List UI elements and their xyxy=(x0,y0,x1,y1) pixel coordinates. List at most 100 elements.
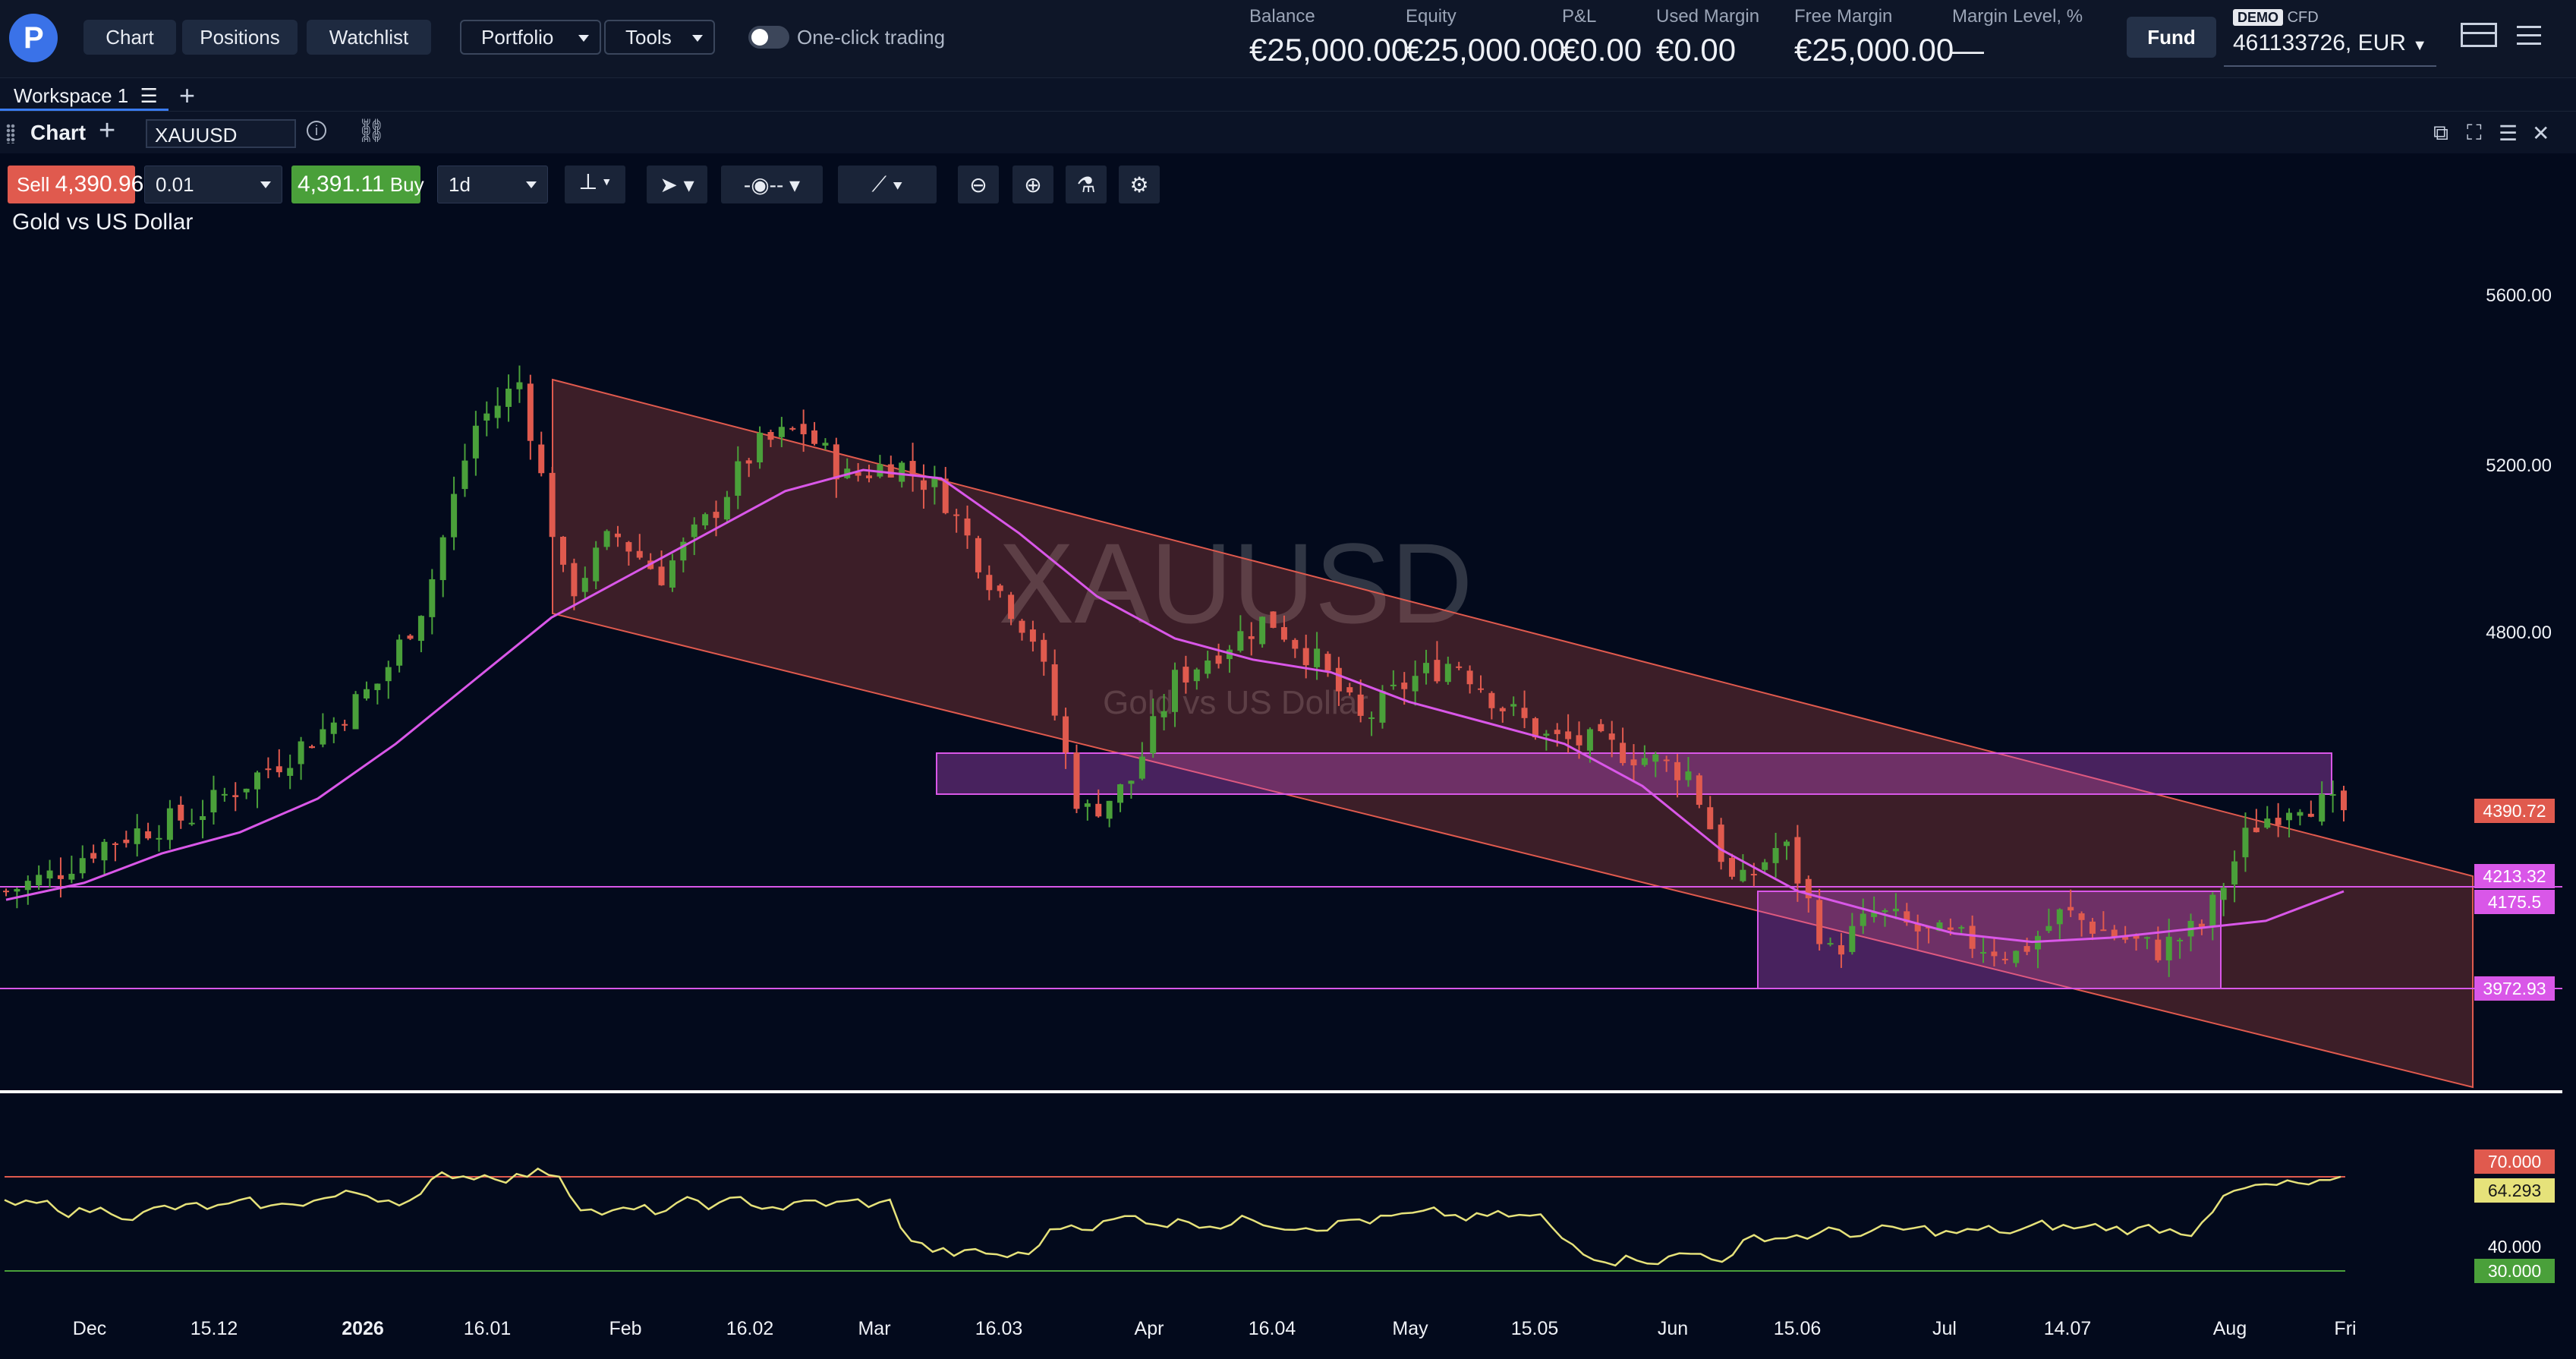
candle xyxy=(636,534,643,560)
account-selector[interactable]: 461133726, EUR ▼ xyxy=(2233,30,2427,56)
candle xyxy=(680,537,687,572)
popout-icon[interactable]: ⧉ xyxy=(2433,121,2448,144)
candle-body xyxy=(1914,923,1921,932)
volume-select[interactable]: 0.01 xyxy=(144,166,282,203)
settings-button[interactable]: ⚙ xyxy=(1119,166,1160,203)
candle-body xyxy=(352,694,359,730)
info-icon[interactable]: i xyxy=(307,121,326,140)
link-icon[interactable]: ⛓ xyxy=(357,118,386,143)
candle-body xyxy=(24,881,31,891)
clock-line-icon: -◉-- ▾ xyxy=(743,172,801,197)
candle xyxy=(1106,800,1113,828)
price-chart[interactable]: XAUUSD Gold vs US Dollar 5600.00 5200.00 4… xyxy=(0,213,2576,1359)
candle xyxy=(669,553,675,592)
candle xyxy=(1892,893,1899,919)
candles-icon: 𝍥 ▾ xyxy=(579,170,611,194)
chart-type-button[interactable]: 𝍥 ▾ xyxy=(565,166,625,203)
fund-button[interactable]: Fund xyxy=(2127,17,2216,58)
candle-body xyxy=(320,729,326,745)
price-axis: 5600.00 5200.00 4800.00 4390.72 4213.32 4175.… xyxy=(2474,285,2555,1001)
candle xyxy=(2341,785,2347,821)
list-icon[interactable]: ☰ xyxy=(140,84,158,107)
fullscreen-icon[interactable]: ⛶ xyxy=(2467,121,2482,144)
candle xyxy=(68,856,75,884)
cursor-tool-button[interactable]: ➤ ▾ xyxy=(647,166,707,203)
add-workspace-icon[interactable]: + xyxy=(179,80,196,111)
candle-body xyxy=(417,616,424,642)
candle-body xyxy=(254,772,261,790)
time-tick-label: 15.06 xyxy=(1774,1318,1822,1339)
candle-body xyxy=(505,388,512,407)
candle-body xyxy=(2089,921,2096,934)
candle-body xyxy=(778,427,785,437)
margin-level-metric: Margin Level, % — xyxy=(1952,6,2083,68)
time-tick-label: 15.05 xyxy=(1511,1318,1559,1339)
menu-icon[interactable] xyxy=(2517,23,2543,50)
time-tick-label: Fri xyxy=(2334,1318,2356,1339)
candle xyxy=(800,409,807,452)
candle-body xyxy=(1892,908,1899,912)
candle-body xyxy=(1641,758,1648,765)
sell-button[interactable]: Sell 4,390.96 xyxy=(8,166,143,203)
candle xyxy=(1740,854,1746,883)
candle-body xyxy=(1750,874,1757,876)
candle xyxy=(1816,888,1823,951)
drag-handle-icon[interactable] xyxy=(6,124,15,143)
candle xyxy=(1335,657,1342,706)
candle xyxy=(2013,950,2020,967)
candle xyxy=(1390,670,1397,690)
candle xyxy=(1477,675,1484,693)
one-click-toggle[interactable] xyxy=(748,26,789,49)
candle xyxy=(2089,917,2096,941)
candle xyxy=(2242,812,2249,872)
candle xyxy=(1095,789,1102,818)
nav-positions-button[interactable]: Positions xyxy=(182,20,298,55)
chart-tab[interactable]: Chart xyxy=(30,121,87,144)
draw-tool-button[interactable]: ⟋ ▾ xyxy=(838,166,937,203)
menu-icon[interactable]: ☰ xyxy=(2499,121,2518,145)
candle-body xyxy=(1008,594,1015,620)
app-logo[interactable]: P xyxy=(9,14,58,62)
rsi-tag-text: 64.293 xyxy=(2488,1181,2541,1200)
price-tag-bg xyxy=(2474,976,2555,1001)
candle xyxy=(363,681,370,701)
candle xyxy=(1412,660,1419,706)
zoom-in-button[interactable]: ⊕ xyxy=(1012,166,1053,203)
candle-body xyxy=(1444,664,1451,683)
close-icon[interactable]: ✕ xyxy=(2532,121,2550,145)
support-zone[interactable] xyxy=(1757,891,2222,989)
indicators-button[interactable]: ⚗ xyxy=(1066,166,1107,203)
add-chart-icon[interactable]: + xyxy=(99,115,116,147)
nav-chart-button[interactable]: Chart xyxy=(83,20,176,55)
candle-body xyxy=(1477,688,1484,690)
candle-body xyxy=(1762,862,1768,870)
line-style-button[interactable]: -◉-- ▾ xyxy=(721,166,823,203)
buy-button[interactable]: 4,391.11 Buy xyxy=(291,166,424,203)
candle xyxy=(625,541,632,566)
candle xyxy=(276,749,282,777)
account-underline xyxy=(2224,65,2436,67)
candle-body xyxy=(636,550,643,558)
timeframe-select[interactable]: 1d xyxy=(437,166,548,203)
zoom-out-button[interactable]: ⊖ xyxy=(958,166,999,203)
portfolio-dropdown[interactable]: Portfolio xyxy=(460,20,601,55)
candle-body xyxy=(385,667,392,682)
sell-price: 4,390.96 xyxy=(55,172,144,197)
candle xyxy=(986,565,993,601)
rsi-tag: 70.000 xyxy=(2474,1149,2555,1174)
candle xyxy=(330,717,337,743)
rsi-tag-bg xyxy=(2474,1149,2555,1174)
time-tick-label: 14.07 xyxy=(2044,1318,2092,1339)
toggle-knob xyxy=(751,29,768,46)
candle xyxy=(1838,932,1844,968)
symbol-input[interactable]: XAUUSD xyxy=(146,119,296,148)
candle xyxy=(396,634,403,673)
nav-watchlist-button[interactable]: Watchlist xyxy=(307,20,431,55)
tools-dropdown[interactable]: Tools xyxy=(604,20,715,55)
workspace-tab[interactable]: Workspace 1 ☰ ✕ xyxy=(0,78,168,131)
candle xyxy=(101,839,108,875)
layout-icon[interactable] xyxy=(2461,23,2497,50)
candle xyxy=(1674,754,1681,798)
candle xyxy=(560,536,567,572)
candle xyxy=(1138,742,1145,780)
